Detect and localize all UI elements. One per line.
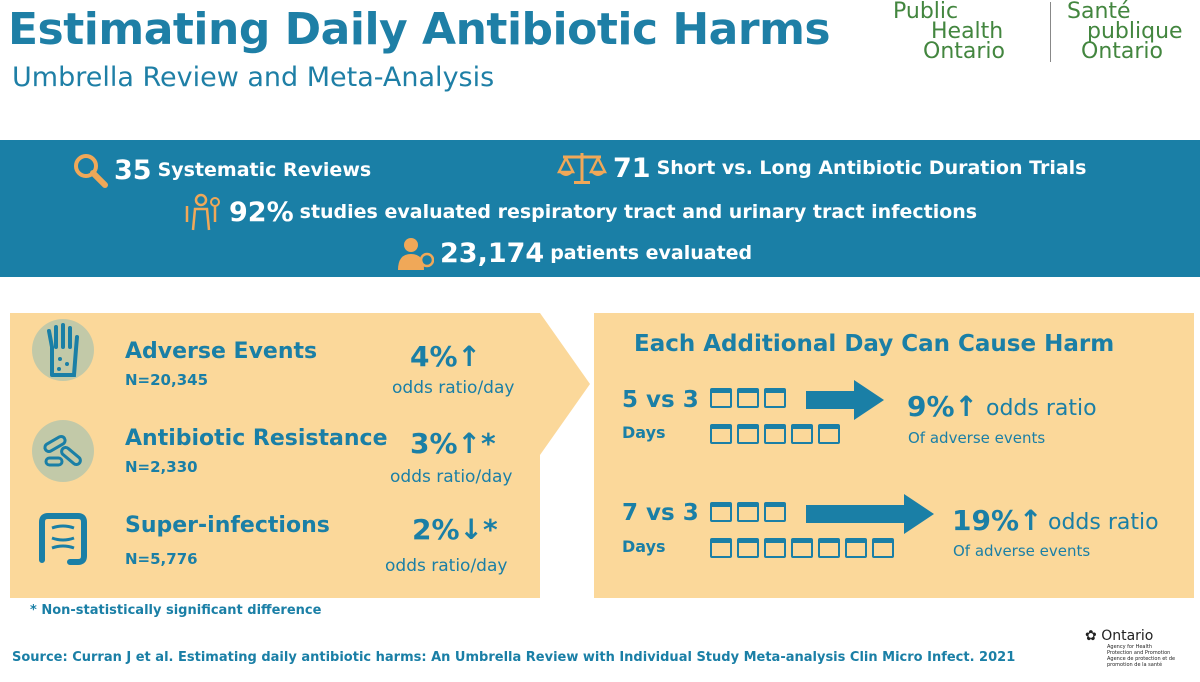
stat-patients-num: 23,174 bbox=[440, 237, 545, 269]
row-7vs3-compare: 7 vs 3 bbox=[622, 500, 699, 526]
ontario-agency-fr: Agence de protection et de promotion de … bbox=[1107, 656, 1176, 668]
calendar-icon bbox=[764, 424, 786, 444]
harm-antibiotic-resistance-name: Antibiotic Resistance bbox=[125, 426, 388, 451]
phu-logo-english: Public Health Ontario bbox=[893, 0, 1005, 64]
stat-trials-label: Short vs. Long Antibiotic Duration Trial… bbox=[656, 157, 1087, 179]
calendar-5-days bbox=[710, 424, 840, 444]
stat-studies-num: 92% bbox=[229, 196, 294, 228]
stat-trials: 71 Short vs. Long Antibiotic Duration Tr… bbox=[557, 150, 1086, 186]
row-5vs3-days: Days bbox=[622, 423, 666, 442]
stat-studies-label: studies evaluated respiratory tract and … bbox=[299, 201, 978, 223]
logo-fr-line1: Santé bbox=[1067, 0, 1131, 24]
harm-super-infections-pct: 2%↓* bbox=[412, 513, 498, 546]
logo-en-line3: Ontario bbox=[923, 39, 1005, 64]
scales-icon bbox=[557, 153, 607, 184]
stat-reviews-label: Systematic Reviews bbox=[157, 159, 372, 181]
intestine-icon bbox=[32, 508, 94, 570]
source-citation: Source: Curran J et al. Estimating daily… bbox=[12, 650, 1016, 665]
bacteria-icon bbox=[32, 420, 94, 482]
stat-patients: 23,174 patients evaluated bbox=[398, 236, 752, 270]
harm-super-infections-name: Super-infections bbox=[125, 513, 330, 538]
calendar-icon bbox=[710, 424, 732, 444]
row-7vs3-label: odds ratio bbox=[1048, 510, 1159, 535]
logo-en-line2: Health bbox=[931, 19, 1004, 44]
row-5vs3-sub: Of adverse events bbox=[908, 429, 1046, 447]
stat-patients-label: patients evaluated bbox=[550, 242, 753, 264]
calendar-3-days-row2 bbox=[710, 502, 786, 522]
stat-trials-num: 71 bbox=[613, 152, 651, 184]
logo-fr-line2: publique bbox=[1087, 19, 1183, 44]
logo-en-line1: Public bbox=[893, 0, 959, 24]
arrow-right-icon bbox=[806, 380, 884, 420]
row-5vs3-label: odds ratio bbox=[986, 396, 1097, 421]
calendar-icon bbox=[737, 538, 759, 558]
calendar-icon bbox=[737, 424, 759, 444]
magnifier-icon bbox=[74, 154, 108, 188]
calendar-icon bbox=[737, 388, 759, 408]
calendar-icon bbox=[818, 538, 840, 558]
row-7vs3-days: Days bbox=[622, 537, 666, 556]
ontario-logo: ✿ Ontario Agency for Health Protection a… bbox=[1085, 628, 1177, 668]
harms-panel-arrow bbox=[540, 313, 590, 455]
calendar-icon bbox=[872, 538, 894, 558]
calendar-icon bbox=[791, 424, 813, 444]
page-title: Estimating Daily Antibiotic Harms bbox=[8, 4, 831, 55]
footnote: * Non-statistically significant differen… bbox=[30, 603, 322, 618]
calendar-icon bbox=[845, 538, 867, 558]
harm-antibiotic-resistance-pct: 3%↑* bbox=[410, 427, 496, 460]
stat-studies: 92% studies evaluated respiratory tract … bbox=[183, 192, 977, 232]
respiratory-person-icon bbox=[185, 193, 220, 231]
logo-divider bbox=[1050, 2, 1051, 62]
page-subtitle: Umbrella Review and Meta-Analysis bbox=[12, 62, 495, 93]
phu-logo-french: Santé publique Ontario bbox=[1067, 0, 1183, 64]
additional-day-title: Each Additional Day Can Cause Harm bbox=[634, 331, 1115, 357]
harm-antibiotic-resistance-n: N=2,330 bbox=[125, 458, 198, 476]
hand-rash-icon bbox=[32, 319, 94, 381]
row-5vs3-compare: 5 vs 3 bbox=[622, 387, 699, 413]
logo-fr-line3: Ontario bbox=[1081, 39, 1163, 64]
calendar-icon bbox=[764, 388, 786, 408]
calendar-3-days-row1 bbox=[710, 388, 786, 408]
calendar-icon bbox=[710, 502, 732, 522]
patient-icon bbox=[398, 238, 434, 270]
ontario-agency-en: Agency for Health Protection and Promoti… bbox=[1107, 644, 1171, 656]
harm-super-infections-unit: odds ratio/day bbox=[385, 556, 508, 576]
calendar-icon bbox=[737, 502, 759, 522]
calendar-7-days bbox=[710, 538, 894, 558]
harm-antibiotic-resistance-unit: odds ratio/day bbox=[390, 467, 513, 487]
calendar-icon bbox=[818, 424, 840, 444]
harm-adverse-events-pct: 4%↑ bbox=[410, 340, 481, 373]
calendar-icon bbox=[710, 538, 732, 558]
harms-panel bbox=[10, 313, 540, 598]
row-7vs3-pct: 19%↑ bbox=[952, 504, 1043, 537]
trillium-icon: ✿ bbox=[1085, 628, 1097, 644]
stat-reviews-num: 35 bbox=[114, 154, 152, 186]
harm-adverse-events-n: N=20,345 bbox=[125, 371, 209, 389]
harm-adverse-events-name: Adverse Events bbox=[125, 339, 318, 364]
arrow-right-long-icon bbox=[806, 494, 934, 534]
summary-banner: 35 Systematic Reviews 71 Short vs. Long … bbox=[0, 140, 1200, 277]
stat-reviews: 35 Systematic Reviews bbox=[72, 152, 371, 188]
row-5vs3-pct: 9%↑ bbox=[907, 390, 978, 423]
additional-day-panel bbox=[594, 313, 1194, 598]
ontario-logo-name: Ontario bbox=[1101, 628, 1154, 644]
calendar-icon bbox=[710, 388, 732, 408]
row-7vs3-sub: Of adverse events bbox=[953, 542, 1091, 560]
harm-super-infections-n: N=5,776 bbox=[125, 550, 198, 568]
harm-adverse-events-unit: odds ratio/day bbox=[392, 378, 515, 398]
calendar-icon bbox=[791, 538, 813, 558]
calendar-icon bbox=[764, 502, 786, 522]
calendar-icon bbox=[764, 538, 786, 558]
